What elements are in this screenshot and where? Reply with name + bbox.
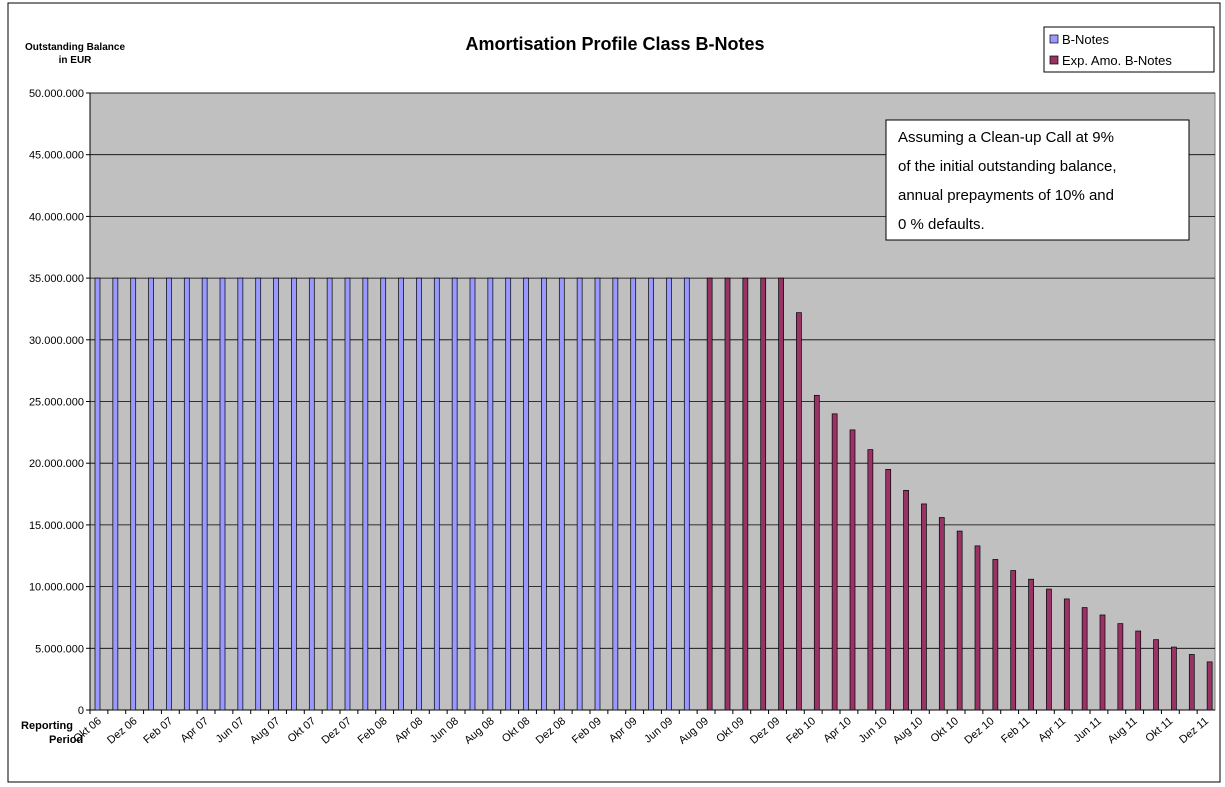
y-axis-label: in EUR xyxy=(59,55,93,66)
y-tick-label: 50.000.000 xyxy=(29,88,84,100)
y-axis-label: Outstanding Balance xyxy=(25,42,125,53)
annotation: annual prepayments of 10% and xyxy=(898,187,1114,204)
bar xyxy=(255,277,262,711)
bar xyxy=(398,277,404,711)
bar xyxy=(706,277,713,711)
bar xyxy=(921,503,927,711)
bar xyxy=(796,312,802,711)
bar xyxy=(130,277,137,711)
bar xyxy=(760,277,767,711)
legend-box xyxy=(1043,26,1215,73)
y-tick-label: 15.000.000 xyxy=(29,520,84,532)
bar xyxy=(956,530,963,711)
bar xyxy=(166,277,172,711)
y-tick-label: 40.000.000 xyxy=(29,211,84,223)
bar xyxy=(505,277,512,711)
bar xyxy=(1099,614,1106,711)
bar xyxy=(938,517,945,711)
bar xyxy=(487,277,494,711)
bar xyxy=(1063,598,1070,711)
bar xyxy=(523,277,529,711)
bar xyxy=(1117,623,1124,711)
legend-swatch xyxy=(1049,55,1059,65)
bar xyxy=(1081,607,1088,711)
bar xyxy=(326,277,333,711)
bar xyxy=(594,277,601,711)
legend-swatch xyxy=(1049,34,1059,44)
y-tick-label: 35.000.000 xyxy=(29,273,84,285)
bar xyxy=(451,277,458,711)
bar xyxy=(1153,639,1159,711)
bar xyxy=(380,277,387,711)
bar xyxy=(1206,661,1213,711)
bar xyxy=(183,277,190,711)
bar xyxy=(94,277,101,711)
y-tick-label: 30.000.000 xyxy=(29,335,84,347)
bar xyxy=(1010,570,1017,711)
chart-title: Amortisation Profile Class B-Notes xyxy=(465,34,764,54)
bar xyxy=(683,277,690,711)
bar xyxy=(867,449,874,711)
bar xyxy=(1171,646,1177,711)
bar xyxy=(885,469,892,711)
bar xyxy=(974,545,981,711)
bar xyxy=(612,277,619,711)
legend-label: B-Notes xyxy=(1062,32,1109,47)
bar xyxy=(237,277,244,711)
bar xyxy=(558,277,565,711)
bar xyxy=(992,559,999,711)
bar xyxy=(630,277,637,711)
bar xyxy=(469,277,476,711)
bar xyxy=(742,277,749,711)
annotation: of the initial outstanding balance, xyxy=(898,158,1117,175)
bar xyxy=(344,277,351,711)
annotation: 0 % defaults. xyxy=(898,216,985,233)
bar xyxy=(724,277,731,711)
bar xyxy=(778,277,784,711)
y-tick-label: 20.000.000 xyxy=(29,458,84,470)
bar xyxy=(112,277,119,711)
bar xyxy=(148,277,154,711)
bar xyxy=(1028,578,1034,711)
bar xyxy=(416,277,422,711)
y-tick-label: 0 xyxy=(78,705,84,717)
x-axis-label: Period xyxy=(49,734,83,746)
bar xyxy=(362,277,369,711)
bar xyxy=(666,277,672,711)
bar xyxy=(849,429,856,711)
bar xyxy=(219,277,226,711)
bar xyxy=(273,277,279,711)
bar xyxy=(576,277,583,711)
bar xyxy=(1135,630,1142,711)
bar xyxy=(813,394,820,711)
annotation-box xyxy=(885,119,1190,241)
bar xyxy=(201,277,208,711)
bar xyxy=(433,277,440,711)
bar xyxy=(291,277,297,711)
y-tick-label: 5.000.000 xyxy=(35,643,84,655)
bar xyxy=(308,277,315,711)
bar xyxy=(1046,588,1052,711)
annotation: Assuming a Clean-up Call at 9% xyxy=(898,129,1114,146)
bar xyxy=(648,277,654,711)
x-axis-label: Reporting xyxy=(21,720,73,732)
bar xyxy=(831,413,838,711)
legend-label: Exp. Amo. B-Notes xyxy=(1062,53,1172,68)
y-tick-label: 10.000.000 xyxy=(29,582,84,594)
y-tick-label: 45.000.000 xyxy=(29,150,84,162)
bar xyxy=(903,489,909,711)
bar xyxy=(1188,654,1195,711)
bar xyxy=(541,277,547,711)
y-tick-label: 25.000.000 xyxy=(29,397,84,409)
